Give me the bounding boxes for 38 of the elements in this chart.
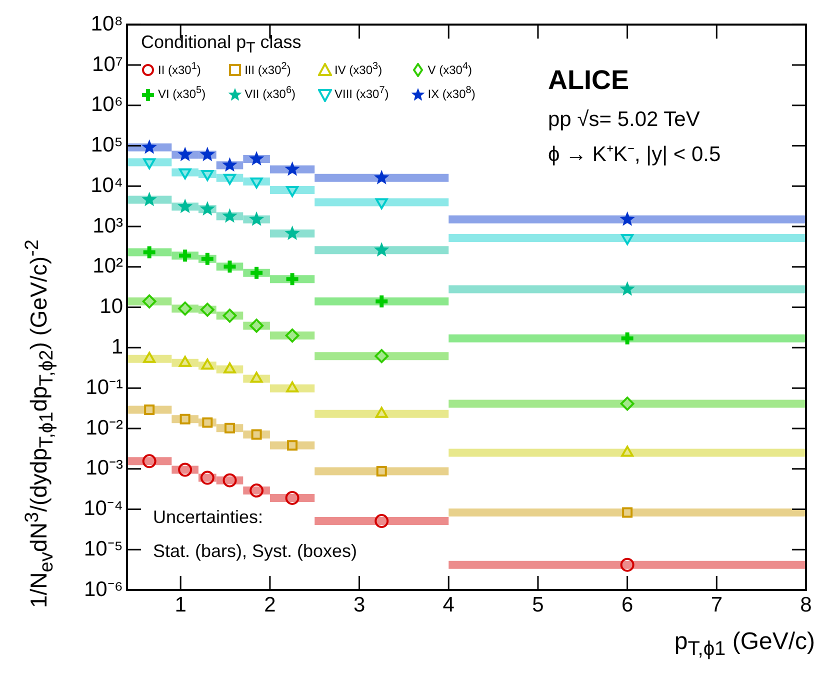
legend-label: IX (x30$^{8}$) (428, 85, 476, 102)
x-axis-title: p$_{T,ϕ1}$ (GeV/c) (674, 628, 815, 661)
y-tick-label: 10⁻⁶ (84, 578, 123, 601)
legend-title: Conditional p$_{T}$ class (141, 32, 302, 57)
y-tick-label: 10 (100, 295, 123, 318)
x-tick-label: 7 (710, 593, 722, 616)
legend-label: III (x30$^{2}$) (244, 60, 291, 77)
y-tick-label: 1 (111, 335, 123, 358)
annotation: ALICE (548, 65, 630, 96)
x-tick-label: 8 (800, 593, 812, 616)
y-tick-label: 10⁻⁴ (84, 497, 123, 520)
legend-label: II (x30$^{1}$) (158, 60, 201, 77)
y-tick-label: 10⁻³ (86, 456, 123, 480)
x-tick-label: 1 (174, 593, 186, 616)
y-tick-label: 10⁴ (90, 174, 123, 197)
y-tick-label: 10⁶ (90, 93, 123, 116)
x-tick-label: 2 (264, 593, 276, 616)
y-tick-label: 10⁸ (90, 12, 123, 36)
y-tick-label: 10⁷ (92, 52, 123, 76)
annotation: Uncertainties: (153, 507, 264, 528)
legend-label: VII (x30$^{6}$) (244, 85, 296, 102)
x-tick-label: 5 (532, 593, 544, 616)
annotation: Stat. (bars), Syst. (boxes) (153, 540, 358, 562)
x-tick-label: 4 (442, 593, 455, 616)
y-tick-label: 10⁻¹ (86, 376, 123, 399)
legend-label: VI (x30$^{5}$) (158, 85, 206, 102)
legend-label: V (x30$^{4}$) (428, 60, 472, 77)
annotation: pp √s= 5.02 TeV (548, 108, 701, 131)
x-tick-label: 3 (353, 593, 366, 616)
annotation: ϕ → K⁺K⁻, |y| < 0.5 (548, 142, 721, 166)
y-tick-label: 10⁻² (86, 416, 123, 440)
y-tick-label: 10⁵ (90, 134, 123, 157)
y-tick-label: 10³ (92, 214, 123, 238)
legend-label: VIII (x30$^{7}$) (334, 85, 389, 102)
legend-label: IV (x30$^{3}$) (334, 60, 382, 77)
x-tick-label: 6 (621, 593, 634, 616)
y-tick-label: 10² (92, 254, 123, 278)
y-tick-label: 10⁻⁵ (84, 537, 123, 560)
